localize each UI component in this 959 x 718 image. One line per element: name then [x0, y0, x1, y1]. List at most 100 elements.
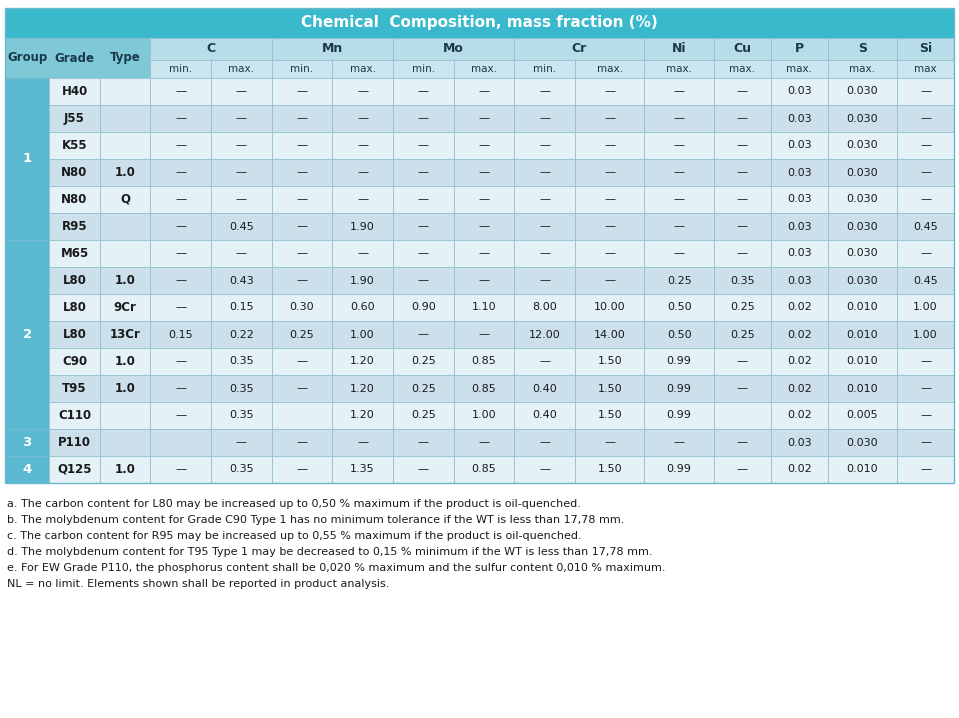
Bar	[574, 159, 644, 186]
Bar	[644, 38, 713, 60]
Text: 0.010: 0.010	[847, 302, 878, 312]
Bar	[713, 348, 771, 375]
Text: Chemical  Composition, mass fraction (%): Chemical Composition, mass fraction (%)	[301, 16, 658, 30]
Text: 0.25: 0.25	[730, 330, 755, 340]
Text: —: —	[737, 465, 748, 475]
Text: 0.03: 0.03	[787, 167, 811, 177]
Bar	[100, 213, 151, 240]
Bar	[271, 456, 332, 483]
Text: Q125: Q125	[58, 463, 92, 476]
Text: 0.03: 0.03	[787, 248, 811, 258]
Text: 0.45: 0.45	[229, 221, 254, 231]
Bar	[100, 240, 151, 267]
Bar	[393, 213, 454, 240]
Text: —: —	[673, 248, 685, 258]
Text: —: —	[236, 167, 246, 177]
Text: —: —	[418, 141, 429, 151]
Text: —: —	[920, 437, 931, 447]
Bar	[574, 240, 644, 267]
Bar	[151, 321, 211, 348]
Text: 8.00: 8.00	[532, 302, 557, 312]
Bar	[897, 402, 954, 429]
Text: —: —	[539, 437, 550, 447]
Bar	[49, 375, 100, 402]
Bar	[574, 375, 644, 402]
Text: —: —	[175, 302, 186, 312]
Bar	[211, 456, 271, 483]
Text: —: —	[236, 113, 246, 123]
Text: 1.20: 1.20	[350, 383, 375, 393]
Text: —: —	[296, 357, 308, 366]
Bar	[332, 321, 393, 348]
Bar	[151, 38, 271, 60]
Text: —: —	[479, 248, 489, 258]
Text: —: —	[418, 248, 429, 258]
Text: 1.50: 1.50	[597, 465, 622, 475]
Bar	[454, 60, 514, 78]
Text: 0.85: 0.85	[472, 465, 497, 475]
Bar	[5, 240, 49, 429]
Text: 0.35: 0.35	[229, 357, 253, 366]
Bar	[454, 159, 514, 186]
Bar	[100, 38, 151, 78]
Text: K55: K55	[61, 139, 87, 152]
Bar	[100, 456, 151, 483]
Bar	[151, 456, 211, 483]
Bar	[828, 348, 897, 375]
Bar	[897, 105, 954, 132]
Text: Group: Group	[7, 52, 47, 65]
Bar	[49, 456, 100, 483]
Bar	[713, 159, 771, 186]
Bar	[644, 60, 713, 78]
Bar	[574, 60, 644, 78]
Text: 0.85: 0.85	[472, 383, 497, 393]
Text: 0.030: 0.030	[847, 195, 878, 205]
Text: —: —	[920, 248, 931, 258]
Bar	[771, 240, 828, 267]
Text: 0.02: 0.02	[786, 302, 811, 312]
Text: 0.030: 0.030	[847, 86, 878, 96]
Bar	[454, 456, 514, 483]
Text: 1.00: 1.00	[913, 330, 938, 340]
Bar	[49, 321, 100, 348]
Bar	[151, 78, 211, 105]
Text: 1.0: 1.0	[115, 166, 135, 179]
Bar	[514, 267, 574, 294]
Bar	[271, 132, 332, 159]
Text: —: —	[539, 141, 550, 151]
Bar	[49, 38, 100, 78]
Text: —: —	[296, 465, 308, 475]
Text: 0.90: 0.90	[410, 302, 435, 312]
Text: 1.20: 1.20	[350, 357, 375, 366]
Text: —: —	[737, 141, 748, 151]
Text: —: —	[296, 86, 308, 96]
Text: 0.25: 0.25	[290, 330, 315, 340]
Bar	[332, 78, 393, 105]
Text: 10.00: 10.00	[594, 302, 625, 312]
Bar	[897, 240, 954, 267]
Bar	[271, 267, 332, 294]
Bar	[897, 294, 954, 321]
Bar	[151, 429, 211, 456]
Bar	[771, 375, 828, 402]
Bar	[771, 186, 828, 213]
Bar	[454, 186, 514, 213]
Bar	[897, 213, 954, 240]
Text: —: —	[479, 437, 489, 447]
Bar	[828, 105, 897, 132]
Text: 1.90: 1.90	[350, 221, 375, 231]
Text: e. For EW Grade P110, the phosphorus content shall be 0,020 % maximum and the su: e. For EW Grade P110, the phosphorus con…	[7, 563, 666, 573]
Text: —: —	[479, 141, 489, 151]
Bar	[151, 159, 211, 186]
Bar	[514, 132, 574, 159]
Bar	[897, 186, 954, 213]
Text: —: —	[920, 383, 931, 393]
Bar	[771, 132, 828, 159]
Text: 13Cr: 13Cr	[109, 328, 140, 341]
Text: —: —	[236, 195, 246, 205]
Text: 0.99: 0.99	[667, 465, 691, 475]
Text: 0.02: 0.02	[786, 330, 811, 340]
Text: —: —	[920, 141, 931, 151]
Text: H40: H40	[61, 85, 87, 98]
Text: J55: J55	[64, 112, 85, 125]
